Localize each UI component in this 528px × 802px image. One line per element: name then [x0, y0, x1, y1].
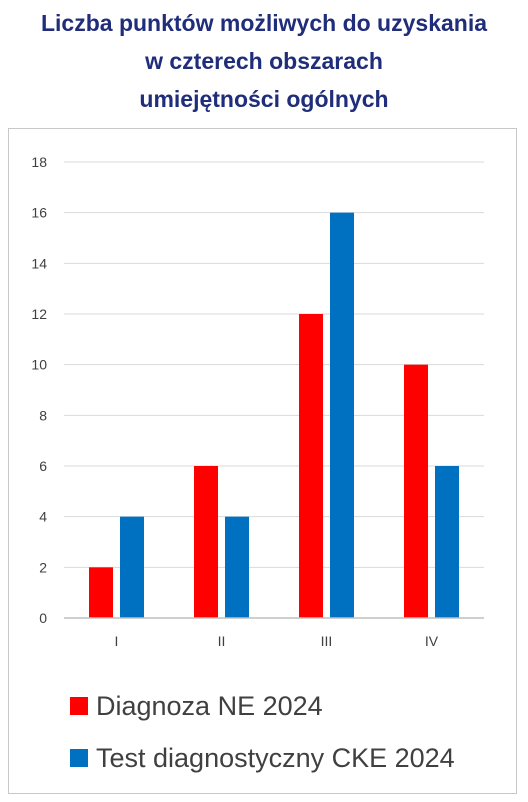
legend-swatch-series-1 [70, 697, 88, 715]
y-tick-label-18: 18 [31, 154, 47, 170]
bar-III-series-2 [330, 212, 354, 618]
chart-title: Liczba punktów możliwych do uzyskania w … [0, 4, 528, 118]
x-tick-label-IV: IV [425, 633, 439, 649]
chart-frame [8, 128, 517, 794]
y-tick-label-14: 14 [31, 255, 47, 271]
legend-label-series-2: Test diagnostyczny CKE 2024 [96, 742, 455, 773]
legend: Diagnoza NE 2024 Test diagnostyczny CKE … [70, 680, 455, 784]
y-tick-label-10: 10 [31, 357, 47, 373]
y-tick-label-12: 12 [31, 306, 47, 322]
bar-II-series-2 [225, 516, 249, 618]
legend-item-series-1: Diagnoza NE 2024 [70, 680, 455, 732]
y-tick-label-16: 16 [31, 205, 47, 221]
legend-item-series-2: Test diagnostyczny CKE 2024 [70, 732, 455, 784]
bar-IV-series-2 [435, 466, 459, 618]
y-tick-label-8: 8 [39, 407, 47, 423]
x-tick-label-III: III [321, 633, 333, 649]
bar-II-series-1 [194, 466, 218, 618]
bar-IV-series-1 [404, 364, 428, 618]
bar-III-series-1 [299, 314, 323, 618]
bar-I-series-1 [89, 567, 113, 618]
chart-title-line-2: w czterech obszarach [145, 48, 383, 74]
y-tick-label-2: 2 [39, 559, 47, 575]
bar-I-series-2 [120, 516, 144, 618]
y-tick-label-0: 0 [39, 610, 47, 626]
chart-title-line-3: umiejętności ogólnych [139, 86, 389, 112]
x-tick-label-I: I [115, 633, 119, 649]
chart-title-line-1: Liczba punktów możliwych do uzyskania [40, 10, 488, 36]
y-tick-label-6: 6 [39, 458, 47, 474]
legend-swatch-series-2 [70, 749, 88, 767]
legend-label-series-1: Diagnoza NE 2024 [96, 690, 323, 721]
x-tick-label-II: II [218, 633, 226, 649]
y-tick-label-4: 4 [39, 509, 47, 525]
